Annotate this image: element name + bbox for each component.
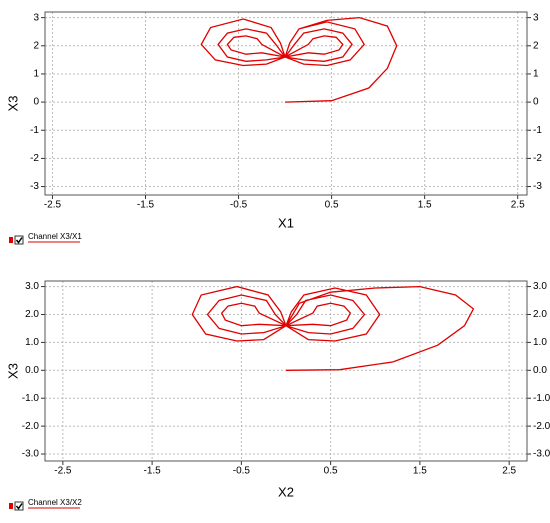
y-tick-label-right: -2	[533, 153, 542, 164]
x-tick-label: -2.5	[44, 200, 62, 211]
x-tick-label: 1.5	[418, 200, 432, 211]
y-tick-label-right: -1.0	[533, 393, 550, 404]
y-tick-label-right: -1	[533, 125, 542, 136]
x-tick-label: -1.5	[143, 466, 161, 477]
x-tick-label: 1.5	[413, 466, 427, 477]
plot-frame	[44, 11, 528, 196]
legend-icon	[9, 237, 13, 243]
x-axis-label: X2	[278, 484, 294, 499]
x-tick-label: 2.5	[511, 200, 525, 211]
y-tick-label-right: 2	[533, 40, 539, 51]
y-tick-label: -1.0	[22, 393, 40, 404]
x-tick-label: 0.5	[325, 200, 339, 211]
y-tick-label-right: 0	[533, 97, 539, 108]
checkbox[interactable]	[14, 501, 24, 511]
y-tick-label: 0	[33, 97, 39, 108]
y-tick-label-right: 3	[533, 12, 539, 23]
check	[15, 237, 23, 244]
y-tick-label: -2	[30, 153, 39, 164]
y-tick-label-right: -3.0	[533, 449, 550, 460]
y-tick-label-right: -2.0	[533, 421, 550, 432]
y-tick-label: -3	[30, 181, 39, 192]
legend-icon	[9, 503, 13, 509]
y-tick-label-right: -3	[533, 181, 542, 192]
legend-label: Channel X3/X2	[28, 498, 82, 507]
plot-frame	[44, 280, 528, 462]
y-tick-label-right: 1.0	[533, 337, 547, 348]
y-tick-label: 3.0	[25, 281, 39, 292]
trajectory	[200, 16, 398, 103]
x-axis-label: X1	[278, 215, 294, 230]
y-tick-label: -3.0	[22, 449, 40, 460]
trajectory	[191, 285, 475, 371]
y-tick-label: 2	[33, 40, 39, 51]
y-tick-label: 1	[33, 69, 39, 80]
y-tick-label: 0.0	[25, 365, 39, 376]
x-tick-label: -1.5	[137, 200, 155, 211]
x-tick-label: 0.5	[324, 466, 338, 477]
y-tick-label: -1	[30, 125, 39, 136]
check	[15, 503, 23, 510]
legend: Channel X3/X1	[9, 232, 82, 245]
x-tick-label: -0.5	[230, 200, 248, 211]
y-tick-label-right: 2.0	[533, 309, 547, 320]
checkbox[interactable]	[14, 235, 24, 245]
legend: Channel X3/X2	[9, 498, 82, 511]
x-tick-label: 2.5	[502, 466, 516, 477]
y-tick-label-right: 1	[533, 69, 539, 80]
y-tick-label-right: 0.0	[533, 365, 547, 376]
x-tick-label: -2.5	[54, 466, 72, 477]
y-axis-label: X3	[5, 96, 20, 112]
y-tick-label: -2.0	[22, 421, 40, 432]
x-tick-label: -0.5	[233, 466, 251, 477]
y-tick-label: 3	[33, 12, 39, 23]
y-tick-label: 1.0	[25, 337, 39, 348]
y-tick-label-right: 3.0	[533, 281, 547, 292]
y-tick-label: 2.0	[25, 309, 39, 320]
legend-label: Channel X3/X1	[28, 232, 82, 241]
y-axis-label: X3	[5, 363, 20, 379]
